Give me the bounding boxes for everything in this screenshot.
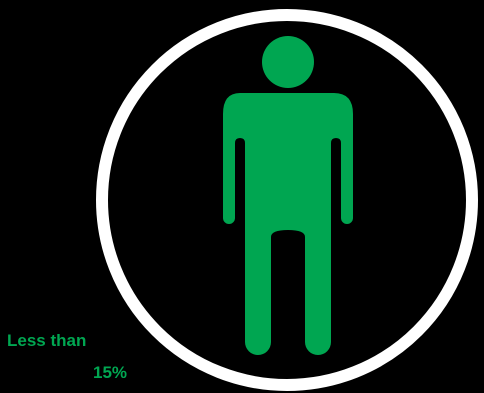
person-icon — [223, 36, 353, 355]
person-head — [262, 36, 314, 88]
person-body — [223, 93, 353, 355]
caption-percentage: 15% — [93, 363, 128, 382]
caption-less-than: Less than — [7, 331, 87, 350]
circle-ring — [96, 9, 478, 391]
